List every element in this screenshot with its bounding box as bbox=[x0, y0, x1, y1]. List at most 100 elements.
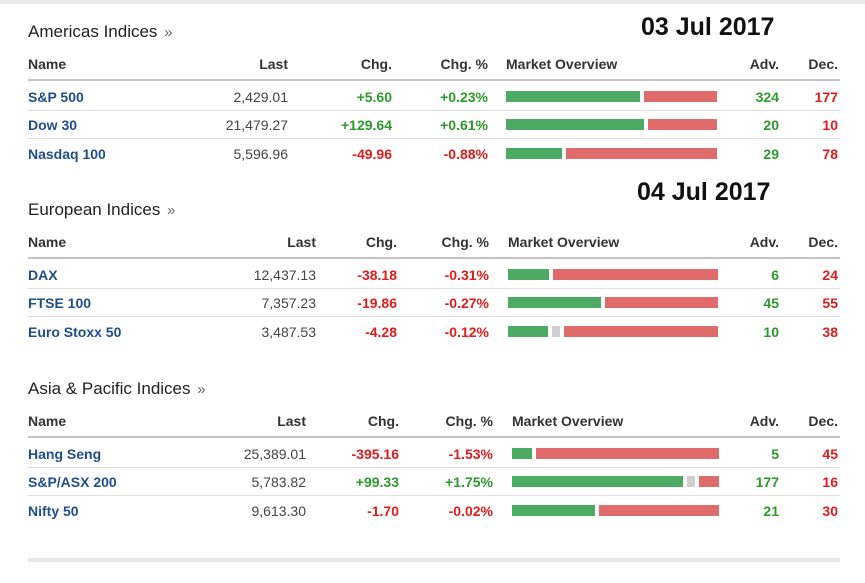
change-percent: -0.02% bbox=[448, 503, 493, 519]
column-header-name: Name bbox=[28, 413, 67, 429]
top-divider bbox=[0, 0, 865, 4]
column-header-chg: Chg. bbox=[365, 234, 397, 250]
section-title-text: Americas Indices bbox=[28, 22, 158, 41]
decliners-bar bbox=[566, 148, 717, 159]
change-value: -49.96 bbox=[352, 146, 392, 162]
section-title-link[interactable]: Americas Indices » bbox=[28, 22, 173, 42]
header-divider bbox=[28, 436, 840, 438]
advancers-bar bbox=[512, 476, 683, 487]
index-name-link[interactable]: Euro Stoxx 50 bbox=[28, 324, 122, 340]
index-name-link[interactable]: S&P/ASX 200 bbox=[28, 474, 117, 490]
index-name-link[interactable]: Hang Seng bbox=[28, 446, 102, 462]
decliners-count: 24 bbox=[822, 267, 838, 283]
last-value: 3,487.53 bbox=[261, 324, 317, 340]
change-value: -395.16 bbox=[351, 446, 399, 462]
advancers-count: 29 bbox=[763, 146, 779, 162]
column-header-adv: Adv. bbox=[749, 56, 779, 72]
advancers-bar bbox=[506, 91, 640, 102]
header-divider bbox=[28, 79, 840, 81]
last-value: 7,357.23 bbox=[261, 295, 317, 311]
chevron-right-icon: » bbox=[197, 381, 206, 398]
index-name-link[interactable]: Dow 30 bbox=[28, 117, 78, 133]
table-row: Dow 30 21,479.27 +129.64 +0.61% 20 10 bbox=[28, 110, 840, 139]
decliners-bar bbox=[536, 448, 719, 459]
column-header-market-overview: Market Overview bbox=[506, 56, 618, 72]
table-row: Euro Stoxx 50 3,487.53 -4.28 -0.12% 10 38 bbox=[28, 317, 840, 346]
section-title-link[interactable]: Asia & Pacific Indices » bbox=[28, 379, 206, 399]
decliners-bar bbox=[648, 119, 717, 130]
decliners-bar bbox=[699, 476, 719, 487]
change-percent: -0.12% bbox=[444, 324, 489, 340]
column-header-chg: Chg. bbox=[360, 56, 392, 72]
change-value: +129.64 bbox=[341, 117, 392, 133]
change-value: -38.18 bbox=[357, 267, 397, 283]
chevron-right-icon: » bbox=[167, 202, 176, 219]
decliners-bar bbox=[564, 326, 718, 337]
row-divider bbox=[28, 138, 840, 139]
advancers-count: 10 bbox=[763, 324, 779, 340]
decliners-count: 30 bbox=[822, 503, 838, 519]
column-header-dec: Dec. bbox=[808, 234, 838, 250]
decliners-count: 177 bbox=[814, 89, 838, 105]
table-row: Nifty 50 9,613.30 -1.70 -0.02% 21 30 bbox=[28, 496, 840, 525]
last-value: 21,479.27 bbox=[225, 117, 288, 133]
change-value: -4.28 bbox=[365, 324, 397, 340]
column-header-last: Last bbox=[287, 234, 316, 250]
last-value: 2,429.01 bbox=[233, 89, 289, 105]
session-date: 04 Jul 2017 bbox=[637, 178, 771, 206]
column-header-last: Last bbox=[259, 56, 288, 72]
advancers-bar bbox=[512, 505, 595, 516]
header-divider bbox=[28, 257, 840, 259]
advancers-bar bbox=[508, 326, 548, 337]
advancers-count: 5 bbox=[771, 446, 779, 462]
bottom-divider bbox=[28, 558, 840, 562]
advancers-bar bbox=[506, 119, 644, 130]
section-title-text: European Indices bbox=[28, 200, 161, 219]
index-name-link[interactable]: Nifty 50 bbox=[28, 503, 79, 519]
advancers-bar bbox=[506, 148, 562, 159]
advancers-count: 21 bbox=[763, 503, 779, 519]
section-title-link[interactable]: European Indices » bbox=[28, 200, 175, 220]
advancers-bar bbox=[512, 448, 532, 459]
column-header-adv: Adv. bbox=[749, 234, 779, 250]
advancers-count: 6 bbox=[771, 267, 779, 283]
column-header-last: Last bbox=[277, 413, 306, 429]
row-divider bbox=[28, 495, 840, 496]
change-percent: +1.75% bbox=[445, 474, 493, 490]
session-date: 03 Jul 2017 bbox=[641, 13, 775, 41]
index-name-link[interactable]: S&P 500 bbox=[28, 89, 84, 105]
row-divider bbox=[28, 110, 840, 111]
change-value: -19.86 bbox=[357, 295, 397, 311]
change-value: -1.70 bbox=[367, 503, 399, 519]
unchanged-bar bbox=[552, 326, 560, 337]
index-name-link[interactable]: DAX bbox=[28, 267, 58, 283]
unchanged-bar bbox=[687, 476, 695, 487]
decliners-count: 16 bbox=[822, 474, 838, 490]
column-header-name: Name bbox=[28, 56, 67, 72]
change-percent: +0.23% bbox=[440, 89, 488, 105]
column-header-dec: Dec. bbox=[808, 56, 838, 72]
change-value: +99.33 bbox=[355, 474, 399, 490]
column-header-dec: Dec. bbox=[808, 413, 838, 429]
advancers-bar bbox=[508, 297, 601, 308]
table-row: Nasdaq 100 5,596.96 -49.96 -0.88% 29 78 bbox=[28, 139, 840, 168]
table-row: S&P/ASX 200 5,783.82 +99.33 +1.75% 177 16 bbox=[28, 467, 840, 496]
advancers-count: 20 bbox=[763, 117, 779, 133]
change-percent: -0.31% bbox=[444, 267, 489, 283]
table-row: FTSE 100 7,357.23 -19.86 -0.27% 45 55 bbox=[28, 288, 840, 317]
column-header-chg-pct: Chg. % bbox=[441, 234, 489, 250]
index-name-link[interactable]: Nasdaq 100 bbox=[28, 146, 106, 162]
index-name-link[interactable]: FTSE 100 bbox=[28, 295, 92, 311]
change-percent: -1.53% bbox=[448, 446, 493, 462]
change-value: +5.60 bbox=[356, 89, 392, 105]
last-value: 25,389.01 bbox=[243, 446, 306, 462]
column-header-market-overview: Market Overview bbox=[508, 234, 620, 250]
advancers-bar bbox=[508, 269, 549, 280]
decliners-count: 45 bbox=[822, 446, 838, 462]
column-header-name: Name bbox=[28, 234, 67, 250]
last-value: 5,783.82 bbox=[251, 474, 307, 490]
chevron-right-icon: » bbox=[164, 24, 173, 41]
column-header-chg-pct: Chg. % bbox=[440, 56, 488, 72]
row-divider bbox=[28, 288, 840, 289]
decliners-bar bbox=[644, 91, 717, 102]
